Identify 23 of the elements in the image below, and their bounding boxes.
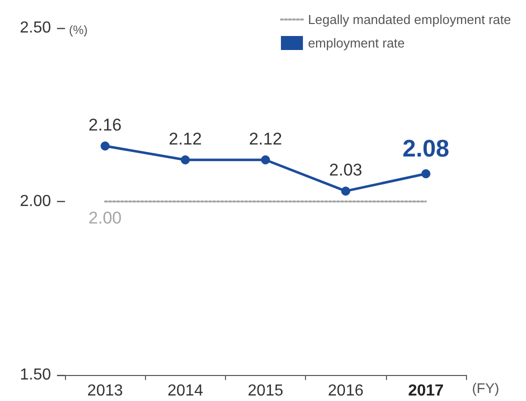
data-label: 2.12 (168, 129, 202, 148)
x-tick-label: 2017 (408, 382, 444, 400)
data-label: 2.03 (329, 160, 362, 180)
y-axis-title: (%) (69, 23, 88, 37)
y-tick-label: 1.50 (20, 366, 52, 384)
x-tick-label: 2016 (328, 382, 364, 400)
data-label: 2.00 (88, 208, 122, 228)
legend-label: employment rate (308, 36, 405, 50)
point (261, 155, 270, 164)
data-label: 2.12 (248, 129, 282, 148)
point (100, 141, 110, 150)
legend-label: Legally mandated employment rate (308, 12, 511, 27)
point (341, 186, 350, 196)
x-tick-label: 2015 (248, 382, 284, 400)
data-label: 2.16 (88, 115, 122, 134)
x-tick-label: 2013 (87, 382, 123, 400)
x-tick-label: 2014 (168, 382, 204, 400)
point (421, 169, 430, 178)
data-label: 2.08 (402, 136, 450, 163)
point (180, 155, 190, 164)
y-tick-label: 2.00 (20, 193, 52, 210)
y-tick-label: 2.50 (20, 20, 52, 36)
x-axis-title: (FY) (472, 380, 500, 396)
